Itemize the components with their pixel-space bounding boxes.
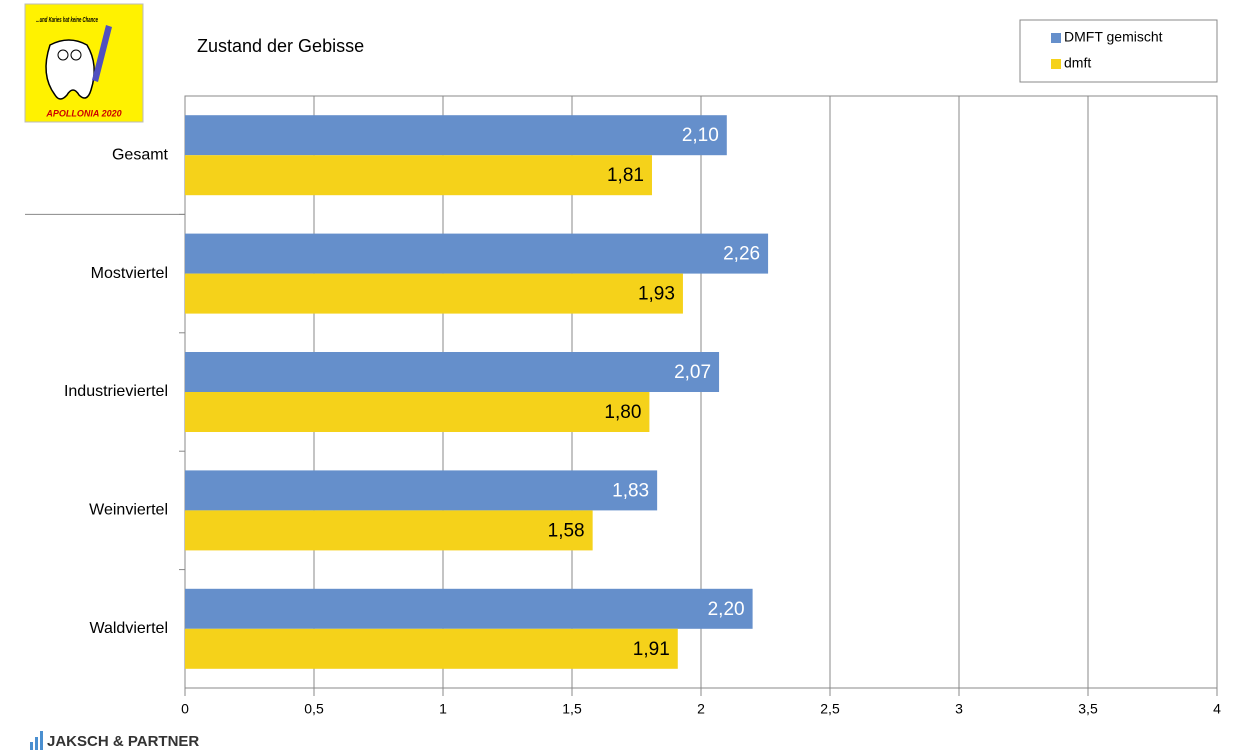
y-tick-label: Weinviertel [89, 502, 168, 519]
x-tick-label: 0 [181, 701, 189, 717]
footer-text: JAKSCH & PARTNER [47, 733, 199, 750]
footer-icon [30, 742, 33, 750]
logo-tooth [45, 39, 95, 100]
y-tick-label: Mostviertel [91, 265, 168, 282]
bar [185, 155, 652, 196]
chart-title: Zustand der Gebisse [197, 36, 364, 56]
value-label: 2,07 [674, 362, 711, 383]
logo-eye [70, 49, 82, 61]
footer-icon [35, 737, 38, 750]
x-tick-label: 3 [955, 701, 963, 717]
logo-brush [92, 25, 112, 82]
x-tick-label: 0,5 [304, 701, 324, 717]
bar [185, 510, 593, 551]
bar [185, 352, 720, 392]
logo-eye [57, 49, 69, 61]
footer-logo: JAKSCH & PARTNER [30, 731, 199, 750]
legend: DMFT gemischt dmft [1019, 19, 1218, 83]
logo-name: APOLLONIA 2020 [45, 108, 121, 118]
bar [185, 115, 727, 156]
value-label: 2,10 [682, 125, 719, 146]
x-tick-label: 3,5 [1078, 701, 1098, 717]
legend-swatch [1051, 59, 1061, 69]
bar [185, 470, 658, 511]
bar [185, 233, 769, 274]
x-tick-label: 4 [1213, 701, 1221, 717]
legend-label: DMFT gemischt [1064, 29, 1163, 45]
footer-icon [40, 731, 43, 750]
logo-slogan: ...und Karies hat keine Chance [36, 17, 98, 24]
x-tick-label: 1,5 [562, 701, 582, 717]
value-label: 1,80 [604, 402, 641, 423]
x-tick-label: 1 [439, 701, 447, 717]
legend-swatch [1051, 33, 1061, 43]
legend-label: dmft [1064, 55, 1091, 71]
bar [185, 273, 683, 314]
x-tick-label: 2,5 [820, 701, 840, 717]
value-label: 2,20 [708, 599, 745, 620]
y-tick-label: Waldviertel [89, 620, 168, 637]
value-label: 1,81 [607, 165, 644, 186]
y-tick-label: Industrieviertel [64, 383, 168, 400]
value-label: 1,91 [633, 639, 670, 660]
bar [185, 588, 753, 629]
x-tick-label: 2 [697, 701, 705, 717]
logo: ...und Karies hat keine Chance APOLLONIA… [24, 3, 144, 123]
bar [185, 628, 678, 669]
bar [185, 392, 650, 432]
y-tick-label: Gesamt [112, 146, 169, 163]
value-label: 1,93 [638, 284, 675, 305]
value-label: 1,83 [612, 480, 649, 501]
value-label: 2,26 [723, 244, 760, 265]
value-label: 1,58 [548, 520, 585, 541]
legend-box [1019, 19, 1218, 83]
